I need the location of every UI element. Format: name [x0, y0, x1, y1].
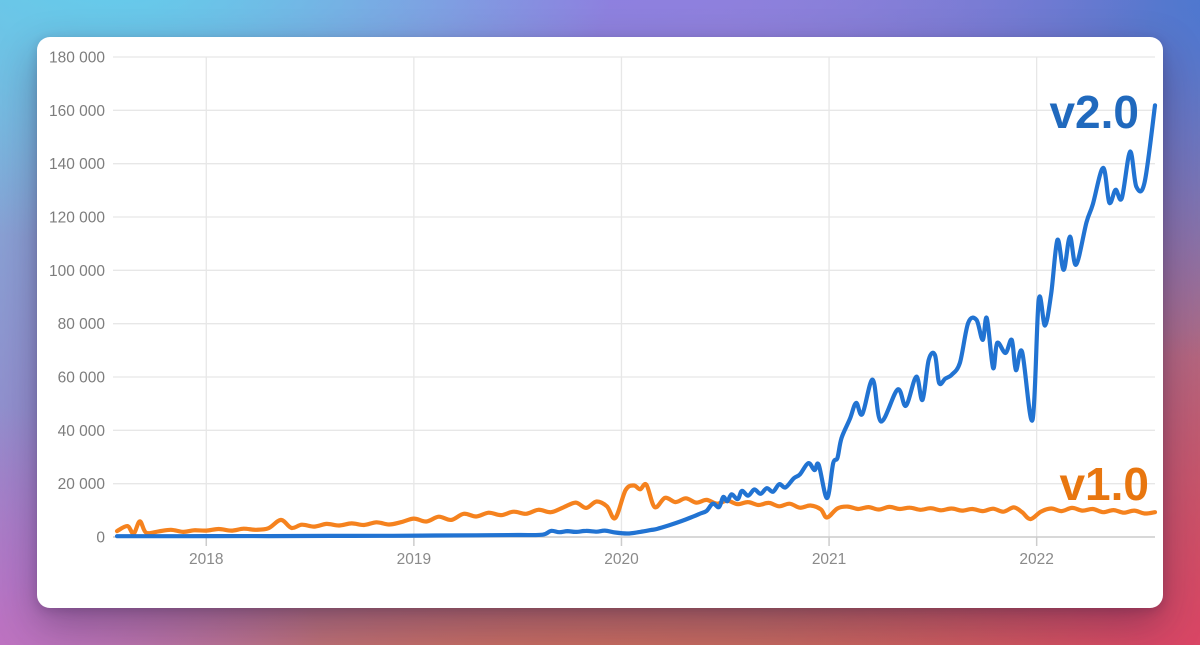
- x-axis-tick-label: 2020: [604, 551, 639, 568]
- y-axis-tick-label: 40 000: [58, 423, 106, 440]
- y-axis-tick-label: 140 000: [49, 156, 105, 173]
- y-axis-tick-label: 160 000: [49, 103, 105, 120]
- y-axis-tick-label: 120 000: [49, 210, 105, 227]
- x-axis-tick-label: 2022: [1019, 551, 1053, 568]
- series-line-v1-0: [114, 481, 1158, 536]
- x-axis-tick-label: 2021: [812, 551, 846, 568]
- y-axis-tick-label: 80 000: [58, 316, 106, 333]
- chart-card: 0 20 000 40 000 60 000 80 000 100 000 120 000 1…: [37, 37, 1163, 608]
- y-axis-tick-label: 180 000: [49, 50, 105, 67]
- x-axis-tick-label: 2018: [189, 551, 223, 568]
- series-line-v2-0: [114, 103, 1158, 539]
- x-axis-tick-label: 2019: [397, 551, 431, 568]
- y-axis-tick-label: 20 000: [58, 476, 106, 493]
- y-axis-tick-label: 60 000: [58, 370, 106, 387]
- series-label-v2: v2.0: [1049, 86, 1139, 138]
- y-axis-tick-label: 0: [96, 530, 105, 547]
- line-chart: 0 20 000 40 000 60 000 80 000 100 000 120 000 1…: [49, 50, 1158, 568]
- series-label-v1: v1.0: [1059, 458, 1149, 510]
- y-axis-tick-label: 100 000: [49, 263, 105, 280]
